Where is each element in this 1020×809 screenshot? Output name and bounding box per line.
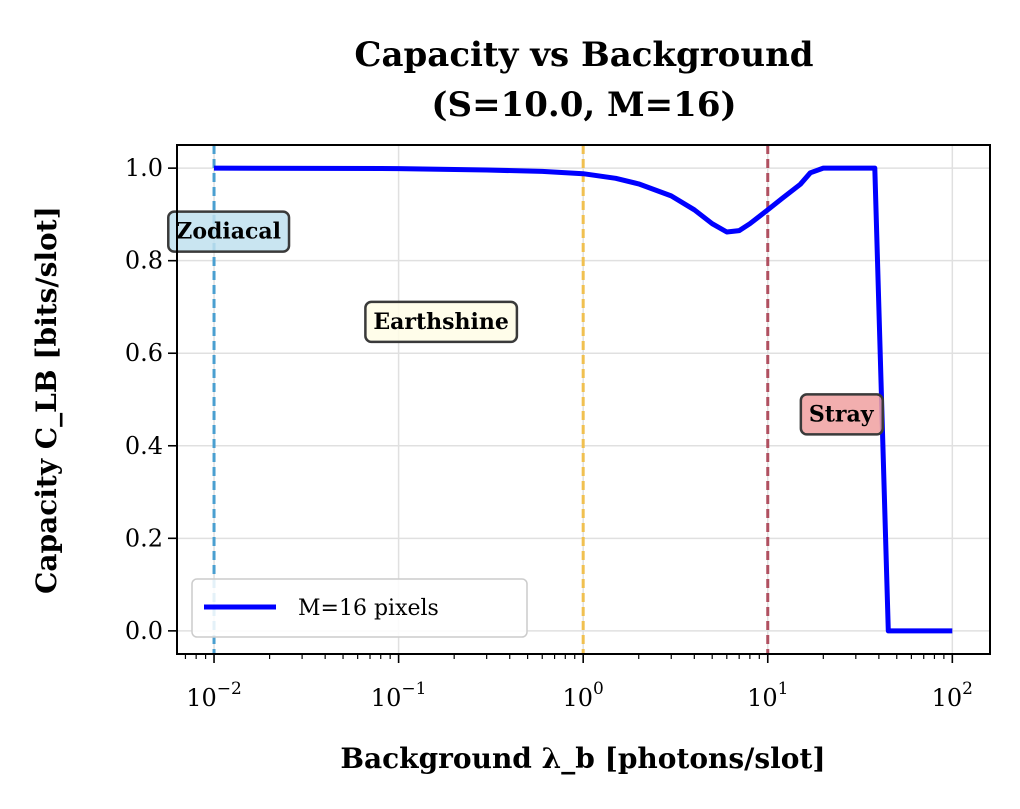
y-tick-label-5: 1.0 bbox=[125, 154, 163, 182]
region-label-box bbox=[167, 210, 291, 253]
region-label-zodiacal: Zodiacal bbox=[167, 210, 291, 253]
y-ticks: 0.0 0.2 0.4 0.6 0.8 1.0 bbox=[125, 154, 177, 645]
region-label-text: Stray bbox=[809, 401, 875, 427]
vertical-lines bbox=[212, 145, 770, 654]
region-label-stray: Stray bbox=[799, 393, 885, 436]
legend: M=16 pixels bbox=[191, 578, 528, 638]
chart-title-line-1: Capacity vs Background bbox=[354, 35, 813, 75]
series-line-0 bbox=[213, 165, 953, 634]
data-series bbox=[213, 165, 953, 634]
x-tick-label-0: 10−2 bbox=[186, 679, 242, 712]
x-ticks: 10−2 10−1 100 101 102 bbox=[184, 654, 973, 712]
region-label-box bbox=[799, 393, 885, 436]
y-axis-label: Capacity C_LB [bits/slot] bbox=[30, 206, 63, 594]
region-label-text: Zodiacal bbox=[176, 219, 281, 245]
x-tick-label-1: 10−1 bbox=[371, 679, 427, 712]
region-labels: Zodiacal Earthshine Stray bbox=[167, 210, 885, 436]
legend-entry-label: M=16 pixels bbox=[298, 596, 439, 621]
region-label-box bbox=[364, 300, 519, 344]
chart-title-line-2: (S=10.0, M=16) bbox=[431, 85, 736, 125]
region-label-text: Earthshine bbox=[373, 309, 509, 335]
legend-box bbox=[191, 578, 528, 638]
y-tick-label-3: 0.6 bbox=[125, 339, 163, 367]
y-tick-label-1: 0.2 bbox=[125, 524, 163, 552]
y-tick-label-0: 0.0 bbox=[125, 617, 163, 645]
x-tick-label-3: 101 bbox=[747, 679, 788, 712]
y-tick-label-4: 0.8 bbox=[125, 247, 163, 275]
x-axis-label: Background λ_b [photons/slot] bbox=[340, 742, 825, 775]
y-tick-label-2: 0.4 bbox=[125, 432, 163, 460]
x-tick-label-4: 102 bbox=[932, 679, 973, 712]
region-label-earthshine: Earthshine bbox=[364, 300, 519, 344]
x-tick-label-2: 100 bbox=[562, 679, 603, 712]
